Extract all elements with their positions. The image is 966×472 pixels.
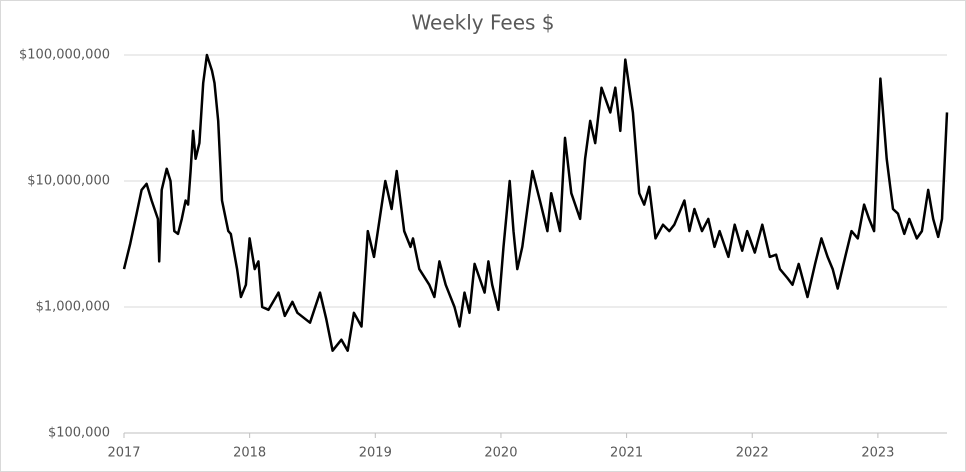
x-tick-label: 2018 [233, 446, 266, 461]
x-tick-label: 2022 [736, 446, 769, 461]
x-tick-label: 2017 [107, 446, 140, 461]
x-tick-label: 2023 [861, 446, 894, 461]
y-tick-label: $100,000 [48, 426, 110, 441]
y-tick-label: $10,000,000 [27, 174, 110, 189]
y-tick-label: $1,000,000 [36, 300, 110, 315]
data-line [122, 53, 949, 352]
x-tick-label: 2021 [610, 446, 643, 461]
x-tick-label: 2020 [484, 446, 517, 461]
chart-title: Weekly Fees $ [411, 11, 554, 35]
x-tick-label: 2019 [359, 446, 392, 461]
y-tick-label: $100,000,000 [19, 48, 110, 63]
